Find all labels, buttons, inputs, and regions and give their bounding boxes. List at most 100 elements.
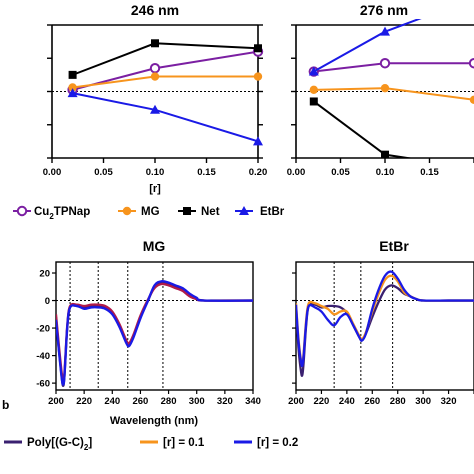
series-point-Net <box>68 70 77 79</box>
series-point-MG <box>150 72 160 81</box>
legend-label: EtBr <box>260 206 285 218</box>
spectrum-[r] = 0.2 <box>56 280 254 386</box>
legend-label-sub: 2 <box>84 443 89 452</box>
legend-label-rest: TPNap <box>54 206 90 218</box>
x-tick-label: 240 <box>339 396 355 407</box>
x-tick-label: 280 <box>390 396 406 407</box>
series-point-EtBr <box>150 104 160 114</box>
x-tick-label: 0.15 <box>197 167 216 178</box>
series-point-MG <box>469 95 474 105</box>
panel-p276: 0.000.050.100.150 <box>287 0 474 178</box>
title-etbr: EtBr <box>379 238 409 254</box>
legend-marker <box>183 207 191 215</box>
series-point-Net <box>381 150 389 158</box>
legend-bottom-item: [r] = 0.2 <box>234 437 298 449</box>
x-tick-label: 260 <box>132 396 148 407</box>
x-tick-label: 0.05 <box>331 167 350 178</box>
series-point-Cu2TPNap <box>149 63 161 74</box>
x-tick-label: 200 <box>288 396 304 407</box>
legend-label: Cu2TPNap <box>34 206 90 221</box>
x-tick-label: 320 <box>441 396 457 407</box>
x-tick-label: 220 <box>313 396 329 407</box>
legend-marker <box>122 206 132 216</box>
x-tick-label: 0.00 <box>287 167 306 178</box>
series-point-MG <box>68 83 77 92</box>
series-point-EtBr <box>67 88 78 98</box>
plot-frame <box>55 261 254 391</box>
legend-marker <box>16 205 28 217</box>
panels-layer: 0.000.050.100.150.200.000.050.100.150200… <box>36 0 474 407</box>
legend-top-item: EtBr <box>235 206 285 218</box>
legend-label-main: Cu <box>34 206 49 218</box>
title-276nm: 276 nm <box>360 2 408 18</box>
panel-p246: 0.00 0.05 0.10 0.15 0.20 <box>43 24 267 178</box>
y-tick-label: -60 <box>36 379 50 390</box>
series-point-MG <box>380 83 390 93</box>
series-point-EtBr <box>308 66 319 76</box>
x-tick-label: 320 <box>217 396 233 407</box>
title-mg: MG <box>143 238 166 254</box>
spectrum-[r] = 0.1 <box>56 282 254 382</box>
series-point-MG <box>253 72 263 81</box>
legend-marker <box>239 206 249 215</box>
legend-label-main: [r] = 0.1 <box>163 437 205 449</box>
series-group <box>308 0 474 158</box>
legend-label-main: [r] = 0.2 <box>257 437 298 449</box>
series-group <box>56 280 254 388</box>
x-tick-label: 340 <box>245 396 261 407</box>
x-tick-label: 0.15 <box>420 167 439 178</box>
legend-top-item: Net <box>178 206 220 218</box>
legend-label-main: Poly[(G-C) <box>27 437 84 449</box>
legend-label-main: EtBr <box>260 206 285 218</box>
legend-top-item: Cu2TPNap <box>13 205 90 221</box>
series-point-EtBr <box>253 136 263 146</box>
legend-label-sub: 2 <box>49 212 54 221</box>
y-tick-label: -20 <box>36 324 50 335</box>
series-point-Net <box>254 44 262 53</box>
series-group <box>296 270 474 377</box>
xlabel-r: [r] <box>149 183 161 195</box>
x-tick-label: 260 <box>364 396 380 407</box>
x-tick-label: 220 <box>76 396 92 407</box>
y-tick-label: 20 <box>39 269 50 280</box>
panel-fragment-label: b <box>2 398 9 412</box>
series-point-Net <box>309 97 318 106</box>
series-line-EtBr <box>72 92 259 143</box>
series-line-Cu2TPNap <box>313 62 474 73</box>
x-tick-label: 300 <box>415 396 431 407</box>
legend-label: [r] = 0.1 <box>163 437 205 449</box>
x-tick-label: 0.10 <box>376 167 395 178</box>
x-tick-label: 0.00 <box>43 167 62 178</box>
series-point-Cu2TPNap <box>379 58 391 69</box>
legend-label: MG <box>141 206 160 218</box>
spectrum-[r] = 0.2 <box>296 270 474 368</box>
legend-bottom-item: Poly[(G-C)2] <box>4 437 92 452</box>
legend-bottom-item: [r] = 0.1 <box>140 437 205 449</box>
spectrum-Poly[(G-C)2] <box>296 284 474 377</box>
series-point-EtBr <box>469 0 474 2</box>
y-tick-label: 0 <box>45 296 50 307</box>
x-tick-label: 200 <box>48 396 64 407</box>
legend-label: [r] = 0.2 <box>257 437 298 449</box>
series-line-Net <box>72 42 259 76</box>
legend-top-item: MG <box>118 206 160 218</box>
x-tick-label: 0.10 <box>146 167 165 178</box>
series-group <box>67 39 264 146</box>
xlabel-wavelength: Wavelength (nm) <box>110 415 199 427</box>
series-point-Net <box>151 39 159 48</box>
x-tick-label: 300 <box>189 396 205 407</box>
x-tick-label: 0.05 <box>94 167 113 178</box>
series-point-MG <box>309 85 318 95</box>
legend-label-main: Net <box>201 206 220 218</box>
series-point-EtBr <box>380 26 390 36</box>
series-line-MG <box>313 87 474 101</box>
spectrum-Poly[(G-C)2] <box>56 281 253 388</box>
legend-label-rest: ] <box>88 437 92 449</box>
legend-label-main: MG <box>141 206 160 218</box>
x-tick-label: 280 <box>161 396 177 407</box>
legend-label: Net <box>201 206 220 218</box>
panel-pEt: 200 220 240 260 280 300 320 <box>288 261 474 407</box>
